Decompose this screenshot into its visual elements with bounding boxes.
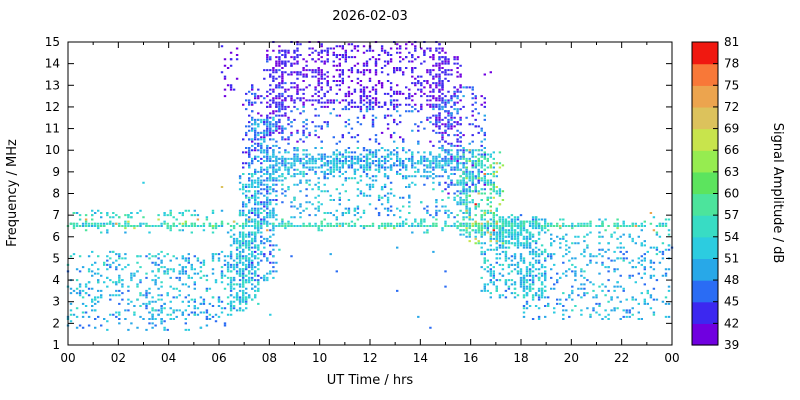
y-tick-label: 12	[45, 100, 60, 114]
data-points	[66, 86, 671, 331]
y-tick-label: 9	[52, 165, 60, 179]
y-tick-label: 3	[52, 295, 60, 309]
colorbar-tick-label: 57	[724, 208, 739, 222]
y-tick-label: 13	[45, 78, 60, 92]
colorbar-segment	[692, 106, 718, 130]
colorbar-tick-label: 69	[724, 122, 739, 136]
x-axis-ticks: 00 02 04 06 08 10 12 14 16 18 20 22 00	[60, 42, 680, 365]
colorbar-tick-label: 63	[724, 165, 739, 179]
x-axis-label: UT Time / hrs	[327, 373, 414, 388]
colorbar-segment	[692, 63, 718, 86]
y-tick-label: 10	[45, 143, 60, 157]
y-axis-label: Frequency / MHz	[5, 139, 20, 247]
data-points	[220, 149, 562, 243]
y-tick-label: 14	[45, 57, 60, 71]
colorbar-tick-label: 78	[724, 57, 739, 71]
colorbar-tick-label: 51	[724, 251, 739, 265]
y-tick-label: 5	[52, 251, 60, 265]
colorbar-tick-label: 48	[724, 273, 739, 287]
colorbar-segment	[692, 258, 718, 281]
x-tick-label: 18	[513, 351, 528, 365]
x-tick-label: 12	[362, 351, 377, 365]
y-tick-label: 7	[52, 208, 60, 222]
colorbar-label: Signal Amplitude / dB	[770, 123, 785, 264]
y-tick-label: 2	[52, 316, 60, 330]
y-tick-label: 1	[52, 338, 60, 352]
data-points	[483, 173, 486, 175]
colorbar-tick-label: 54	[724, 230, 739, 244]
x-tick-label: 10	[312, 351, 327, 365]
data-points	[465, 160, 505, 232]
y-tick-label: 6	[52, 230, 60, 244]
colorbar-segment	[692, 215, 718, 238]
colorbar-segment	[692, 193, 718, 216]
x-tick-label: 20	[564, 351, 579, 365]
x-tick-label: 08	[262, 351, 277, 365]
colorbar-segment	[692, 128, 718, 151]
x-tick-label: 00	[664, 351, 679, 365]
colorbar-tick-label: 75	[724, 78, 739, 92]
colorbar-tick-label: 72	[724, 100, 739, 114]
colorbar-segment	[692, 301, 718, 324]
chart-title: 2026-02-03	[332, 9, 408, 24]
colorbar-segment	[692, 236, 718, 260]
x-tick-label: 22	[614, 351, 629, 365]
y-tick-label: 15	[45, 35, 60, 49]
colorbar-tick-label: 39	[724, 338, 739, 352]
colorbar-segment	[692, 42, 718, 65]
colorbar-segment	[692, 150, 718, 173]
y-tick-label: 8	[52, 187, 60, 201]
colorbar-tick-label: 66	[724, 143, 739, 157]
colorbar-tick-label: 81	[724, 35, 739, 49]
x-tick-label: 06	[211, 351, 226, 365]
colorbar-segment	[692, 171, 718, 195]
colorbar	[692, 42, 718, 346]
colorbar-segment	[692, 85, 718, 108]
y-tick-label: 4	[52, 273, 60, 287]
colorbar-tick-label: 60	[724, 187, 739, 201]
data-points	[66, 116, 671, 331]
x-tick-label: 14	[413, 351, 428, 365]
x-tick-label: 16	[463, 351, 478, 365]
colorbar-segment	[692, 280, 718, 303]
colorbar-tick-label: 45	[724, 295, 739, 309]
x-tick-label: 00	[60, 351, 75, 365]
y-tick-label: 11	[45, 122, 60, 136]
colorbar-ticks: 39 42 45 48 51 54 57 60 63 66 69 72 75 78 81	[713, 35, 739, 352]
data-points	[66, 149, 668, 245]
data-points	[66, 147, 671, 316]
x-tick-label: 02	[111, 351, 126, 365]
colorbar-tick-label: 42	[724, 316, 739, 330]
points-layer	[66, 41, 674, 331]
colorbar-segment	[692, 323, 718, 346]
x-tick-label: 04	[161, 351, 176, 365]
